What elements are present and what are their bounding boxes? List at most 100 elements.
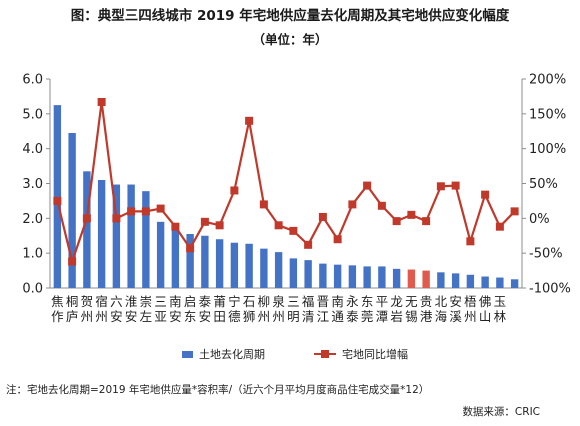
bar [510, 279, 519, 288]
bar [171, 224, 180, 288]
bar [215, 239, 224, 288]
x-tick-label: 北海 [435, 294, 448, 324]
legend-swatch-line [314, 349, 336, 359]
legend-item-land-cycle: 土地去化周期 [182, 346, 265, 362]
x-tick-label: 泉州 [272, 294, 285, 324]
x-tick-label: 焦作 [51, 294, 64, 324]
right-tick-label: -50% [529, 247, 563, 262]
left-tick-label: 0.0 [22, 282, 43, 297]
growth-point [112, 214, 121, 223]
x-tick-label: 安溪 [449, 294, 462, 324]
right-tick-label: 0% [529, 212, 550, 227]
growth-point [141, 207, 150, 216]
x-tick-label: 无锡 [405, 294, 418, 324]
growth-point [333, 235, 342, 244]
growth-point [289, 226, 298, 235]
growth-point [407, 210, 416, 219]
x-tick-label: 玉林 [494, 294, 507, 324]
growth-point [68, 257, 77, 266]
bar [422, 270, 430, 288]
left-tick-label: 1.0 [22, 247, 43, 262]
growth-point [377, 201, 386, 210]
right-tick-label: 100% [529, 142, 566, 157]
chart-title: 图：典型三四线城市 2019 年宅地供应量去化周期及其宅地供应变化幅度 [70, 8, 510, 24]
bar [289, 258, 298, 288]
growth-point [495, 222, 504, 231]
x-tick-label: 佛山 [479, 294, 492, 324]
bar [156, 221, 165, 288]
bar [142, 191, 150, 288]
x-tick-label: 石狮 [243, 294, 256, 324]
legend-label: 土地去化周期 [199, 348, 265, 361]
chart-unit: （单位：年） [252, 32, 328, 47]
x-tick-label: 宿州 [95, 294, 108, 324]
bar [333, 264, 342, 288]
x-tick-label: 莆田 [213, 294, 226, 324]
growth-point [53, 196, 62, 205]
bar [437, 272, 445, 288]
x-tick-label: 平潭 [376, 294, 389, 324]
growth-point [230, 186, 239, 195]
x-tick-label: 宁德 [228, 294, 241, 324]
bar [319, 263, 327, 288]
growth-point [127, 207, 136, 216]
growth-point [436, 182, 445, 191]
bar [112, 184, 121, 288]
x-tick-label: 龙岩 [390, 294, 403, 324]
x-tick-label: 梧州 [464, 294, 477, 324]
x-tick-label: 柳州 [258, 294, 271, 324]
x-tick-label: 泰安 [199, 294, 212, 324]
legend: 土地去化周期 宅地同比增幅 [0, 346, 580, 364]
x-tick-label: 桐庐 [66, 294, 79, 324]
growth-point [392, 217, 401, 226]
growth-point [82, 214, 91, 223]
bar [304, 260, 312, 288]
x-tick-label: 永泰 [346, 294, 359, 324]
growth-point [451, 181, 460, 190]
bar [127, 184, 135, 288]
x-tick-label: 晋江 [317, 294, 330, 324]
right-tick-label: -100% [529, 282, 571, 297]
x-tick-label: 贺州 [81, 294, 94, 324]
footnote: 注：宅地去化周期=2019 年宅地供应量*容积率/（近六个月平均月度商品住宅成交… [6, 384, 430, 396]
bar [274, 252, 283, 288]
growth-point [171, 222, 180, 231]
bar [68, 132, 76, 288]
growth-point [215, 221, 224, 230]
x-tick-label: 三亚 [154, 294, 167, 324]
left-tick-label: 5.0 [22, 107, 43, 122]
x-tick-label: 福清 [302, 294, 315, 324]
x-tick-label: 贵港 [420, 294, 433, 324]
growth-point [200, 217, 209, 226]
right-tick-label: 50% [529, 177, 558, 192]
growth-point [348, 200, 357, 209]
left-tick-label: 6.0 [22, 73, 43, 88]
bar [466, 274, 475, 288]
growth-line [56, 100, 516, 263]
legend-label: 宅地同比增幅 [342, 348, 408, 361]
bar [363, 266, 371, 288]
growth-point [304, 240, 313, 249]
bar [245, 243, 253, 288]
x-tick-label: 东莞 [361, 294, 374, 324]
growth-point [481, 190, 490, 199]
growth-point [186, 244, 195, 253]
bar [451, 273, 460, 288]
legend-item-growth: 宅地同比增幅 [314, 346, 408, 362]
right-tick-label: 150% [529, 107, 566, 122]
bar [496, 277, 504, 288]
legend-swatch-bar [182, 350, 193, 358]
growth-point [156, 204, 165, 213]
growth-point [274, 221, 283, 230]
x-tick-label: 南安 [169, 294, 182, 324]
x-tick-label: 崇左 [140, 294, 153, 324]
bar [201, 235, 209, 288]
bar [186, 234, 194, 288]
left-tick-label: 2.0 [22, 212, 43, 227]
growth-point [318, 212, 327, 221]
bar [348, 265, 357, 288]
bar [260, 248, 268, 288]
growth-point [466, 237, 475, 246]
data-source: 数据来源：CRIC [462, 406, 540, 418]
